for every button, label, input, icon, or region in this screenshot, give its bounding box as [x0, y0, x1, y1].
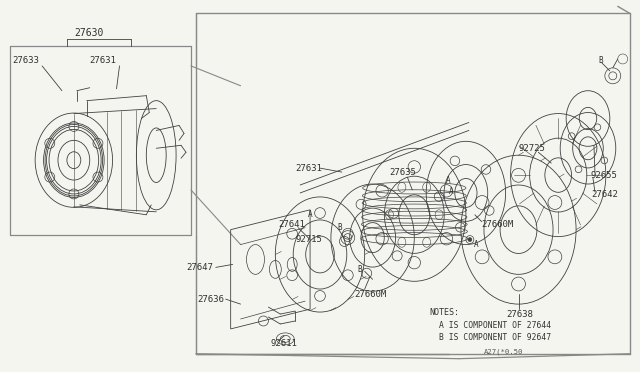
Text: A: A [446, 176, 451, 185]
Text: B IS COMPONENT OF 92647: B IS COMPONENT OF 92647 [439, 333, 551, 342]
Text: 92655: 92655 [591, 171, 618, 180]
Text: 27631: 27631 [90, 57, 116, 65]
Text: A IS COMPONENT OF 27644: A IS COMPONENT OF 27644 [439, 321, 551, 330]
Text: 27630: 27630 [74, 28, 103, 38]
Text: 92715: 92715 [295, 235, 322, 244]
Circle shape [468, 238, 472, 241]
Text: 27660M: 27660M [355, 290, 387, 299]
Text: 27647: 27647 [186, 263, 213, 272]
Text: 27641: 27641 [278, 220, 305, 229]
Text: B: B [338, 223, 342, 232]
Text: B: B [598, 57, 602, 65]
Text: 27631: 27631 [295, 164, 322, 173]
Text: 27633: 27633 [12, 57, 39, 65]
Text: B: B [358, 265, 362, 274]
Text: 27642: 27642 [591, 190, 618, 199]
Text: A: A [449, 187, 454, 196]
Text: A: A [308, 210, 313, 219]
Text: 27635: 27635 [390, 168, 417, 177]
Text: NOTES:: NOTES: [429, 308, 459, 317]
Text: A: A [474, 240, 479, 249]
Text: 27636: 27636 [197, 295, 224, 304]
Text: A27(*0.50: A27(*0.50 [484, 349, 523, 355]
Text: 92611: 92611 [270, 339, 297, 348]
Text: 92725: 92725 [518, 144, 545, 153]
Text: 27638: 27638 [507, 310, 534, 318]
Text: 27660M: 27660M [482, 220, 514, 229]
